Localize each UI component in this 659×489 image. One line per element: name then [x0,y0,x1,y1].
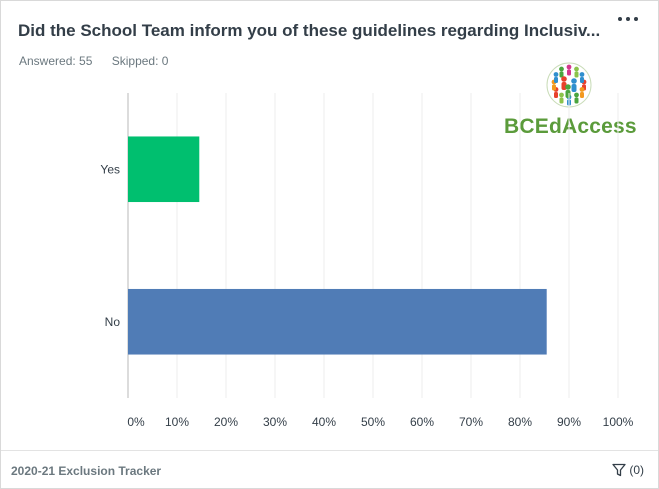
response-stats: Answered: 55 Skipped: 0 [19,54,184,68]
bar-yes [128,136,200,203]
people-globe-icon [546,62,592,108]
x-tick-label: 0% [127,415,145,429]
x-tick-label: 80% [508,415,532,429]
survey-title: 2020-21 Exclusion Tracker [11,464,162,478]
answered-count: Answered: 55 [19,54,93,68]
filter-button[interactable]: (0) [612,463,644,477]
bar-chart: 0% 10% 20% 30% 40% 50% 60% 70% 80% 90% 100% Yes No [100,93,634,429]
x-tick-label: 30% [263,415,287,429]
more-options-icon[interactable] [618,13,640,25]
x-tick-label: 70% [459,415,483,429]
bar-no [128,288,547,355]
x-tick-label: 40% [312,415,336,429]
x-tick-label: 60% [410,415,434,429]
category-label: No [105,315,121,329]
skipped-count: Skipped: 0 [111,54,169,68]
bcedaccess-logo: BCEdAccess [504,61,637,141]
logo-text: BCEdAccess [504,115,637,138]
x-tick-label: 90% [557,415,581,429]
footer-divider [1,450,658,451]
x-tick-label: 10% [165,415,189,429]
category-label: Yes [100,162,120,176]
x-tick-label: 20% [214,415,238,429]
x-tick-label: 100% [603,415,634,429]
filter-icon [612,463,626,477]
x-tick-label: 50% [361,415,385,429]
filter-count: (0) [629,463,644,477]
